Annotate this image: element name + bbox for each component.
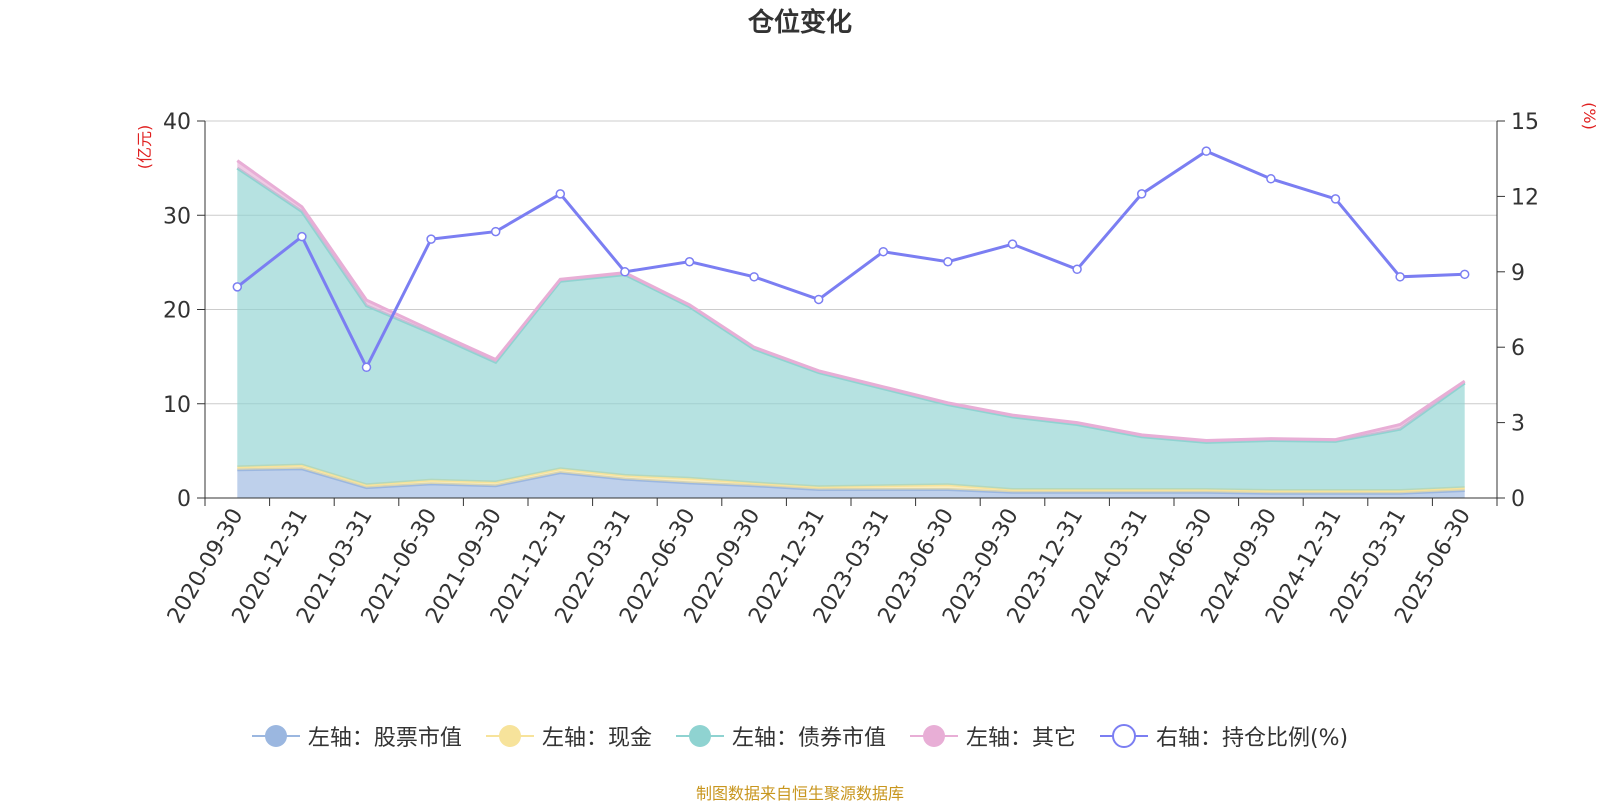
holding-ratio-point (1007, 239, 1018, 249)
holding-ratio-point (1201, 146, 1212, 156)
legend-item[interactable]: 左轴：现金 (485, 720, 652, 752)
left-axis-tick-label: 40 (163, 110, 191, 135)
holding-ratio-point (620, 267, 630, 277)
holding-ratio-point (1459, 269, 1470, 280)
holding-ratio-point (555, 189, 566, 199)
holding-ratio-point (878, 246, 889, 257)
legend-label: 左轴：其它 (965, 726, 1076, 751)
right-axis-unit-label: (%) (1580, 102, 1599, 130)
filled-circle-icon (909, 725, 958, 747)
holding-ratio-point (749, 272, 759, 282)
area-series-3 (237, 168, 1465, 491)
holding-ratio-point (490, 226, 501, 237)
left-axis-unit-label: (亿元) (135, 125, 154, 170)
holding-ratio-point (297, 231, 307, 242)
holding-ratio-point (1266, 174, 1276, 184)
data-source-note: 制图数据来自恒生聚源数据库 (695, 784, 904, 803)
holding-ratio-point (943, 256, 953, 267)
holding-ratio-point (1136, 189, 1147, 199)
legend-label: 左轴：股票市值 (307, 726, 462, 751)
holding-ratio-point (684, 256, 695, 267)
holding-ratio-point (813, 294, 824, 305)
right-axis-tick-label: 12 (1511, 185, 1539, 210)
left-axis-tick-label: 30 (163, 204, 191, 229)
left-axis-tick-label: 20 (163, 299, 191, 324)
holding-ratio-point (1072, 264, 1082, 275)
holding-ratio-point (1330, 194, 1341, 204)
legend-item[interactable]: 右轴：持仓比例(%) (1099, 720, 1349, 752)
legend-item[interactable]: 左轴：股票市值 (251, 720, 462, 752)
right-axis-tick-label: 0 (1511, 487, 1525, 512)
holding-ratio-point (361, 362, 372, 373)
right-axis-tick-label: 6 (1511, 336, 1525, 361)
holding-ratio-point (232, 282, 243, 292)
hollow-circle-icon (1099, 724, 1148, 748)
right-axis-tick-label: 15 (1511, 110, 1539, 135)
area-series-4-line (236, 159, 1466, 443)
chart-legend: 左轴：股票市值 左轴：现金 左轴：债券市值 左轴：其它 右轴：持仓比例(%) (0, 720, 1600, 752)
holding-ratio-line (236, 149, 1465, 371)
right-axis-tick-label: 9 (1511, 261, 1525, 286)
left-axis-tick-label: 0 (177, 487, 191, 512)
legend-label: 左轴：现金 (541, 726, 652, 751)
chart-title: 仓位变化 (747, 8, 852, 38)
legend-label: 右轴：持仓比例(%) (1155, 726, 1349, 751)
legend-item[interactable]: 左轴：债券市值 (675, 720, 886, 752)
holding-ratio-point (1395, 272, 1405, 282)
filled-circle-icon (485, 725, 534, 747)
filled-circle-icon (251, 725, 300, 747)
legend-item[interactable]: 左轴：其它 (909, 720, 1076, 752)
right-axis-tick-label: 3 (1511, 412, 1525, 437)
filled-circle-icon (675, 725, 724, 747)
holding-ratio-point (426, 234, 436, 244)
legend-label: 左轴：债券市值 (731, 726, 886, 751)
left-axis-tick-label: 10 (163, 393, 191, 418)
